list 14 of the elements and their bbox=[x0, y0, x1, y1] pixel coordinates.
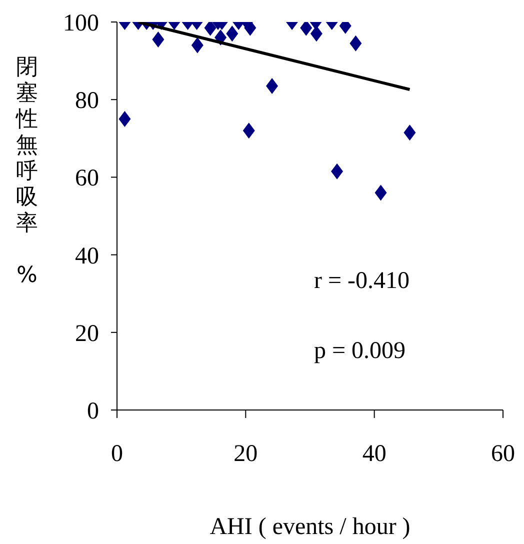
x-tick-label: 0 bbox=[111, 441, 123, 468]
y-tick-label: 100 bbox=[63, 10, 99, 37]
y-tick-label: 0 bbox=[87, 398, 99, 425]
x-tick-label: 60 bbox=[491, 441, 515, 468]
x-axis-title: AHI ( events / hour ) bbox=[210, 514, 410, 540]
text: 閉塞性無呼吸率 % bbox=[16, 55, 38, 288]
x-tick-label: 20 bbox=[234, 441, 258, 468]
y-tick-label: 20 bbox=[75, 320, 99, 347]
y-tick-label: 80 bbox=[75, 88, 99, 114]
x-tick-label: 40 bbox=[362, 441, 386, 468]
annotation: r = -0.410 bbox=[314, 268, 410, 295]
annotation: p = 0.009 bbox=[314, 338, 406, 365]
y-tick-label: 40 bbox=[75, 243, 99, 270]
y-tick-label: 60 bbox=[75, 166, 99, 192]
